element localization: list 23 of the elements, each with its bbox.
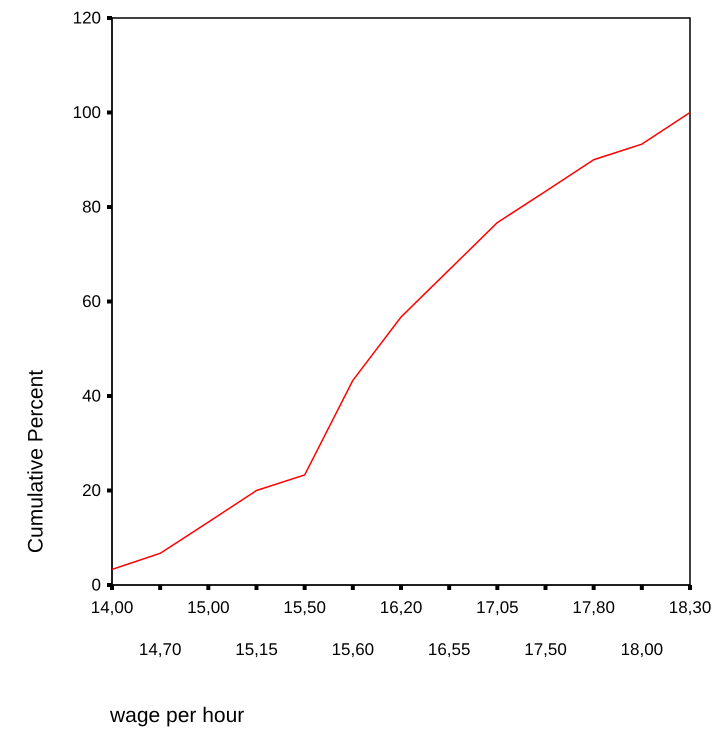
y-tick-label: 40 — [82, 386, 101, 406]
x-tick-label: 17,05 — [476, 598, 519, 617]
line-series — [111, 112, 691, 570]
x-tick-label: 16,20 — [380, 598, 422, 617]
x-tick-label: 14,00 — [90, 598, 134, 617]
x-tick-label: 15,60 — [332, 640, 374, 659]
x-tick-label: 15,15 — [235, 640, 278, 659]
y-tick-label: 80 — [82, 197, 101, 216]
y-axis-title: Cumulative Percent — [24, 370, 48, 554]
y-tick-label: 60 — [82, 292, 101, 311]
x-axis-title: wage per hour — [109, 704, 244, 727]
x-tick-label: 18,30 — [668, 598, 712, 617]
x-tick-label: 18,00 — [620, 640, 664, 659]
x-tick-label: 17,50 — [524, 640, 567, 659]
x-tick-label: 16,55 — [428, 640, 470, 659]
x-tick-label: 14,70 — [138, 640, 182, 659]
x-tick-label: 17,80 — [572, 598, 615, 617]
y-tick-label: 20 — [82, 480, 101, 500]
y-tick-label: 0 — [92, 575, 101, 594]
y-tick-label: 120 — [72, 8, 101, 28]
x-tick-label: 15,00 — [187, 598, 230, 617]
x-tick-label: 15,50 — [283, 598, 326, 617]
y-tick-label: 100 — [72, 102, 101, 122]
